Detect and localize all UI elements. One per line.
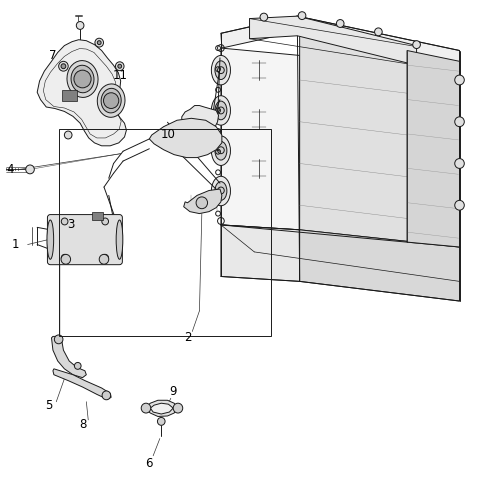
Ellipse shape (211, 176, 230, 206)
FancyBboxPatch shape (92, 212, 103, 220)
Text: 4: 4 (6, 163, 14, 176)
Circle shape (95, 38, 104, 47)
Circle shape (99, 254, 109, 264)
Text: 8: 8 (79, 418, 86, 431)
Circle shape (116, 62, 124, 71)
Circle shape (54, 335, 63, 344)
Circle shape (61, 64, 66, 69)
FancyBboxPatch shape (48, 214, 122, 265)
Polygon shape (221, 225, 300, 282)
Polygon shape (182, 106, 218, 137)
Polygon shape (51, 336, 86, 378)
Circle shape (196, 197, 207, 208)
Polygon shape (53, 369, 111, 399)
Circle shape (26, 165, 34, 174)
Circle shape (97, 41, 101, 44)
Ellipse shape (215, 61, 227, 80)
Polygon shape (37, 40, 126, 146)
Ellipse shape (215, 182, 227, 201)
Circle shape (64, 131, 72, 139)
Circle shape (74, 70, 91, 88)
Circle shape (61, 254, 68, 261)
Text: 10: 10 (161, 127, 176, 140)
Polygon shape (300, 31, 459, 247)
FancyBboxPatch shape (61, 90, 77, 101)
Ellipse shape (47, 220, 54, 259)
Circle shape (173, 403, 183, 413)
Circle shape (260, 13, 268, 21)
Text: 1: 1 (12, 238, 20, 251)
Circle shape (76, 22, 84, 29)
Circle shape (413, 41, 420, 48)
Text: 11: 11 (112, 69, 127, 82)
Circle shape (118, 64, 121, 68)
Circle shape (61, 218, 68, 225)
Ellipse shape (211, 136, 230, 165)
Bar (59, 129, 271, 336)
Circle shape (102, 254, 108, 261)
Ellipse shape (97, 84, 125, 117)
Ellipse shape (67, 61, 98, 97)
Circle shape (104, 93, 119, 109)
Text: 9: 9 (169, 385, 177, 398)
Circle shape (455, 201, 464, 210)
Circle shape (157, 417, 165, 425)
Circle shape (74, 363, 81, 370)
Polygon shape (221, 16, 459, 65)
Polygon shape (221, 48, 300, 230)
Polygon shape (407, 50, 459, 247)
Circle shape (102, 391, 111, 400)
Circle shape (455, 117, 464, 126)
Ellipse shape (101, 88, 121, 113)
Text: 3: 3 (67, 218, 74, 231)
Text: 7: 7 (49, 49, 57, 62)
Ellipse shape (215, 101, 227, 120)
Polygon shape (184, 189, 222, 213)
Circle shape (455, 75, 464, 85)
Polygon shape (149, 118, 222, 158)
Polygon shape (144, 400, 178, 416)
Circle shape (298, 12, 306, 20)
Circle shape (336, 20, 344, 28)
Circle shape (141, 403, 151, 413)
Polygon shape (150, 403, 173, 414)
Ellipse shape (211, 96, 230, 125)
Ellipse shape (215, 141, 227, 160)
Text: 2: 2 (184, 331, 191, 344)
Circle shape (102, 218, 108, 225)
Circle shape (59, 61, 68, 71)
Ellipse shape (211, 55, 230, 85)
Ellipse shape (116, 220, 123, 259)
Circle shape (455, 159, 464, 168)
Circle shape (61, 254, 71, 264)
Text: 5: 5 (46, 399, 53, 412)
Ellipse shape (71, 65, 94, 93)
Polygon shape (250, 16, 417, 65)
Circle shape (374, 28, 382, 36)
Text: 6: 6 (145, 456, 153, 470)
Polygon shape (300, 230, 459, 301)
